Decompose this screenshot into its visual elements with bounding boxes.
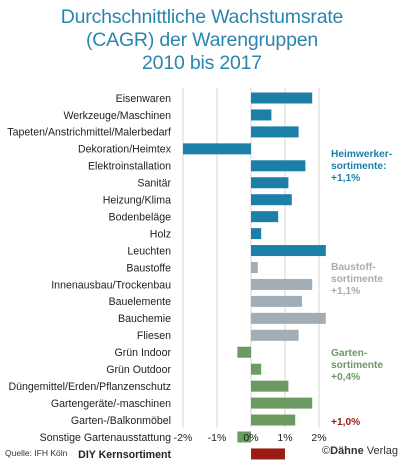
bar	[251, 397, 313, 409]
category-label: DIY Kernsortiment	[78, 449, 171, 461]
bar	[251, 126, 299, 138]
group-label-line: sortimente	[331, 360, 383, 371]
category-label: Düngemittel/Erden/Pflanzenschutz	[8, 381, 171, 393]
group-label-line: sortimente:	[331, 161, 386, 172]
category-label: Bauelemente	[109, 296, 172, 308]
bar	[251, 414, 296, 426]
bar	[251, 380, 289, 392]
category-label: Fliesen	[137, 330, 171, 342]
bar	[251, 160, 306, 172]
group-label-line: Baustoff-	[331, 262, 376, 273]
bar	[251, 245, 326, 257]
source-note: Quelle: IFH Köln	[5, 448, 68, 458]
chart-title: Durchschnittliche Wachstumsrate (CAGR) d…	[0, 6, 404, 75]
category-label: Garten-/Balkonmöbel	[71, 415, 171, 427]
category-label: Heizung/Klima	[103, 195, 171, 207]
bars	[183, 92, 326, 460]
bar	[251, 329, 299, 341]
bar	[251, 448, 285, 460]
title-line-2: (CAGR) der Warengruppen	[85, 29, 319, 51]
group-label-line: +1,1%	[331, 286, 360, 297]
x-tick-label: 0%	[243, 432, 258, 444]
bar	[251, 194, 292, 206]
x-tick-label: -2%	[174, 432, 193, 444]
gridlines	[182, 88, 320, 428]
bar	[251, 177, 289, 189]
category-label: Bodenbeläge	[109, 211, 172, 223]
bar	[251, 278, 313, 290]
title-line-1: Durchschnittliche Wachstumsrate	[60, 6, 344, 28]
bar	[251, 363, 262, 375]
bar	[251, 295, 302, 307]
bar	[237, 431, 251, 443]
group-label-line: Heimwerker-	[331, 149, 392, 160]
x-tick-label: -1%	[208, 432, 227, 444]
category-label: Werkzeuge/Maschinen	[63, 110, 171, 122]
x-tick-labels: -2% -1% 0% 1% 2%	[174, 432, 327, 444]
logo-suffix: Verlag	[363, 445, 398, 457]
category-label: Elektroinstallation	[88, 161, 171, 173]
bar	[251, 211, 279, 223]
group-labels: Heimwerker-sortimente:+1,1%Baustoff-sort…	[331, 149, 392, 428]
bar	[251, 262, 258, 273]
bar	[251, 92, 313, 104]
category-label: Holz	[150, 228, 171, 240]
category-label: Grün Indoor	[114, 347, 171, 359]
group-label-line: sortimente	[331, 274, 383, 285]
group-label-line: Garten-	[331, 348, 367, 359]
category-label: Tapeten/Anstrichmittel/Malerbedarf	[7, 127, 171, 139]
bar	[237, 346, 251, 358]
group-label-line: +1,1%	[331, 173, 360, 184]
bar	[251, 228, 262, 240]
category-label: Baustoffe	[126, 262, 171, 274]
bar	[251, 312, 326, 324]
x-tick-label: 2%	[311, 432, 326, 444]
title-line-3: 2010 bis 2017	[142, 52, 262, 74]
x-tick-label: 1%	[277, 432, 292, 444]
category-label: Bauchemie	[118, 313, 171, 325]
logo-brand: Dähne	[330, 445, 364, 457]
category-label: Dekoration/Heimtex	[78, 144, 172, 156]
category-label: Leuchten	[127, 245, 171, 257]
publisher-logo: ©Dähne Verlag	[322, 445, 398, 457]
copyright-symbol: ©	[322, 445, 331, 457]
group-label-line: +1,0%	[331, 417, 360, 428]
category-label: Grün Outdoor	[106, 364, 171, 376]
bar	[183, 143, 251, 155]
category-labels: Eisenwaren Werkzeuge/Maschinen Tapeten/Ans…	[7, 93, 171, 461]
category-label: Sanitär	[137, 178, 171, 190]
category-label: Eisenwaren	[116, 93, 171, 105]
category-label: Sonstige Gartenausstattung	[40, 432, 171, 444]
category-label: Innenausbau/Trockenbau	[51, 279, 171, 291]
bar	[251, 109, 272, 121]
category-label: Gartengeräte/-maschinen	[51, 398, 171, 410]
group-label-line: +0,4%	[331, 372, 360, 383]
